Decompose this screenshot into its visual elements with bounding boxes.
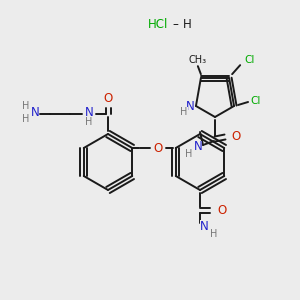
Text: Cl: Cl <box>251 96 261 106</box>
Text: N: N <box>31 106 39 118</box>
Text: Cl: Cl <box>244 55 254 65</box>
Text: O: O <box>103 92 112 106</box>
Text: O: O <box>231 130 241 143</box>
Text: H: H <box>183 19 191 32</box>
Text: N: N <box>194 140 202 154</box>
Text: CH₃: CH₃ <box>189 55 207 65</box>
Text: N: N <box>85 106 93 118</box>
Text: HCl: HCl <box>148 19 168 32</box>
Text: H: H <box>210 229 218 239</box>
Text: H: H <box>22 114 30 124</box>
Text: O: O <box>153 142 162 154</box>
Text: H: H <box>185 149 193 159</box>
Text: H: H <box>85 117 93 127</box>
Text: O: O <box>218 203 226 217</box>
Text: H: H <box>22 101 30 111</box>
Text: N: N <box>186 100 194 112</box>
Text: N: N <box>200 220 208 232</box>
Text: H: H <box>180 107 188 117</box>
Text: –: – <box>172 19 178 32</box>
